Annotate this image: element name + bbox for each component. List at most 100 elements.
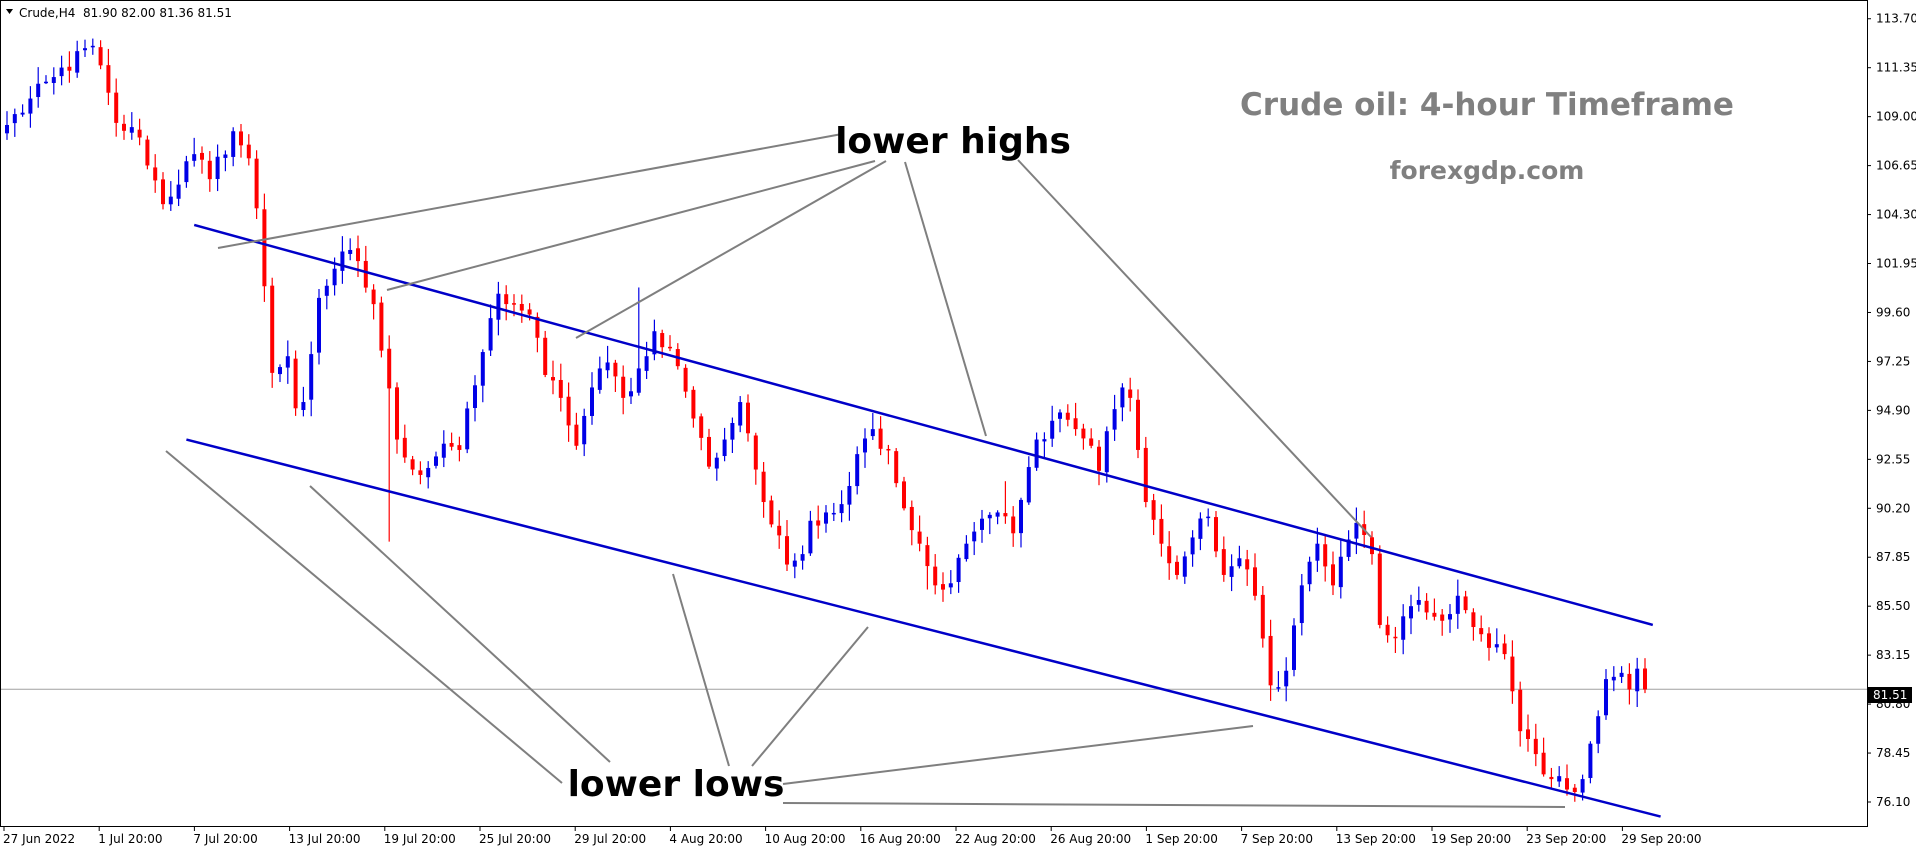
candle-body — [1151, 500, 1156, 520]
candle-body — [792, 560, 797, 567]
candle-body — [324, 285, 329, 296]
x-tick-label: 19 Sep 20:00 — [1431, 832, 1511, 846]
candle — [941, 572, 945, 602]
candle-body — [36, 83, 41, 98]
candle — [426, 461, 431, 489]
candle-body — [504, 294, 509, 305]
candle — [1518, 681, 1523, 747]
candle-body — [753, 435, 758, 470]
candle-body — [1619, 672, 1624, 677]
candle-body — [512, 303, 516, 305]
candle-body — [1338, 556, 1343, 588]
candle — [1627, 663, 1632, 705]
candle — [785, 520, 789, 571]
candle — [28, 86, 33, 128]
lower-lows-pointer — [751, 626, 869, 767]
candle-body — [137, 129, 142, 138]
candle — [402, 424, 407, 463]
candle — [1214, 511, 1218, 558]
candle-body — [317, 297, 321, 353]
candle — [995, 510, 1000, 525]
candle — [707, 428, 711, 469]
candle — [480, 349, 485, 403]
candles-layer — [5, 38, 1647, 802]
candle-body — [668, 346, 672, 349]
candle — [1011, 506, 1016, 547]
lower-highs-pointer — [386, 160, 876, 291]
candle — [956, 554, 961, 593]
candle-body — [1026, 467, 1031, 503]
candle-body — [1346, 539, 1351, 557]
candle-body — [1011, 516, 1016, 534]
candle-body — [480, 352, 485, 386]
candle — [1065, 404, 1070, 427]
candle-body — [652, 331, 657, 355]
candle — [36, 67, 41, 108]
candle — [1557, 766, 1562, 787]
candle-body — [387, 348, 392, 389]
candle-body — [699, 416, 704, 438]
candle-body — [1518, 689, 1523, 732]
candle — [1541, 737, 1546, 777]
candle-body — [527, 309, 532, 315]
x-tick-label: 16 Aug 20:00 — [860, 832, 941, 846]
candle — [987, 512, 992, 535]
candle — [161, 172, 165, 210]
candle-body — [1058, 412, 1062, 419]
x-tick-label: 7 Jul 20:00 — [193, 832, 257, 846]
candle — [753, 432, 758, 485]
candle-body — [1533, 738, 1538, 755]
y-tick-label: 85.50 — [1876, 599, 1910, 613]
candle-body — [270, 285, 275, 373]
candle — [83, 39, 87, 57]
candle-body — [964, 543, 969, 560]
candle — [488, 304, 493, 357]
candle — [831, 502, 836, 521]
candle-body — [301, 402, 306, 411]
candle-body — [808, 520, 813, 554]
candle-body — [746, 402, 750, 434]
candle — [1229, 554, 1234, 592]
candle-body — [1104, 431, 1109, 473]
collapse-triangle-icon[interactable] — [6, 9, 13, 14]
y-tick-label: 87.85 — [1876, 550, 1910, 564]
candle-body — [340, 251, 345, 271]
candle — [1104, 426, 1109, 483]
candle — [1455, 579, 1460, 629]
chart-title: Crude oil: 4-hour Timeframe — [1240, 87, 1734, 123]
symbol-label: Crude,H4 — [19, 6, 75, 20]
y-axis: 113.70 111.35 109.00 106.65 104.30 101.95 99.6… — [1867, 12, 1916, 809]
candle — [324, 279, 329, 310]
candle-body — [215, 156, 220, 180]
candle — [917, 515, 922, 552]
candle — [145, 135, 150, 170]
candle — [1643, 658, 1647, 694]
x-tick-label: 26 Aug 20:00 — [1050, 832, 1131, 846]
candle-body — [293, 358, 298, 409]
x-tick-label: 25 Jul 20:00 — [479, 832, 551, 846]
candle-body — [1479, 628, 1484, 635]
candle — [792, 553, 797, 579]
candle — [1245, 549, 1250, 586]
candle-body — [683, 367, 688, 392]
candle-body — [1019, 499, 1023, 534]
candle — [1307, 556, 1312, 592]
candle-body — [1245, 559, 1250, 570]
candle-body — [863, 438, 867, 453]
candle-body — [418, 470, 423, 475]
candle-body — [785, 536, 789, 565]
lower-lows-pointer — [165, 450, 563, 784]
candle-body — [1455, 595, 1460, 614]
candle-body — [925, 545, 930, 567]
candle-body — [1003, 513, 1008, 517]
candle-body — [1432, 612, 1437, 617]
candle — [153, 154, 158, 193]
candle-body — [1299, 585, 1304, 624]
x-tick-label: 10 Aug 20:00 — [765, 832, 846, 846]
candle — [441, 430, 446, 468]
candle-body — [348, 249, 353, 254]
candle — [1604, 669, 1608, 720]
candle — [1003, 481, 1008, 524]
